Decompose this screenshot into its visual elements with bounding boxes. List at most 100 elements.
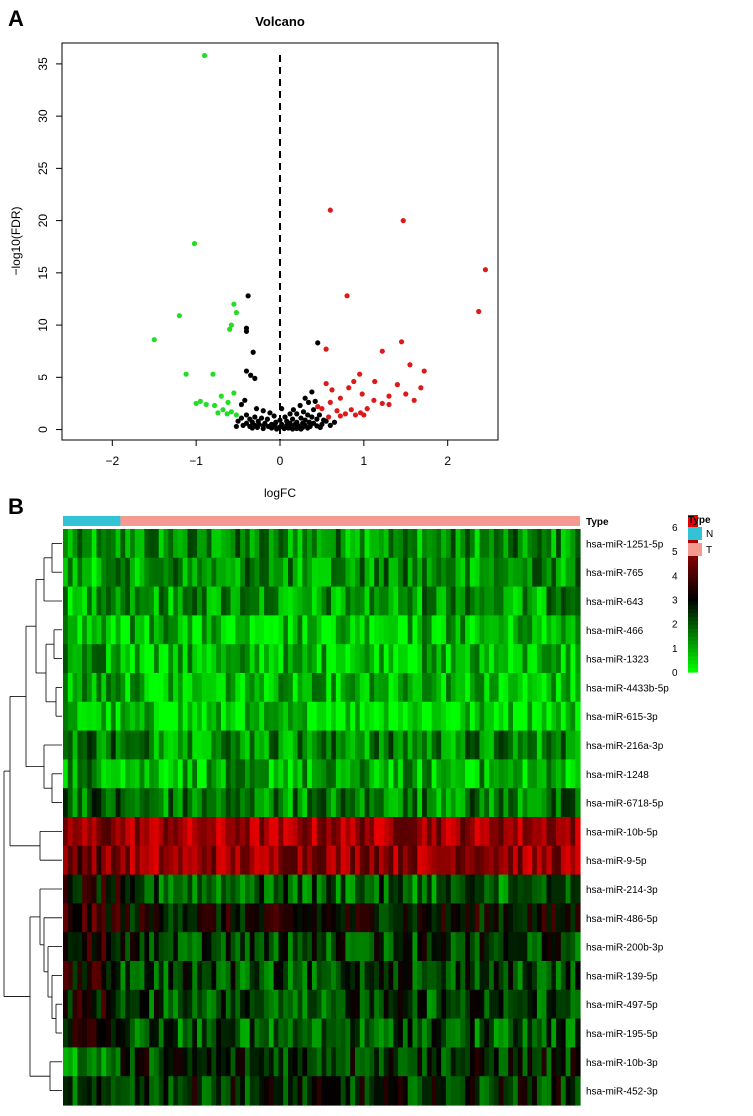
- heatmap-cell: [125, 1018, 131, 1048]
- heatmap-cell: [450, 845, 457, 876]
- heatmap-cell: [110, 874, 117, 904]
- heatmap-cell: [331, 788, 337, 818]
- heatmap-cell: [560, 961, 567, 991]
- heatmap-cell: [86, 874, 93, 904]
- heatmap-cell: [173, 529, 179, 559]
- heatmap-cell: [436, 615, 442, 645]
- heatmap-cell: [498, 557, 505, 588]
- heatmap-cell: [570, 730, 576, 760]
- heatmap-cell: [565, 529, 572, 559]
- heatmap-cell: [503, 932, 509, 962]
- heatmap-cell: [445, 730, 452, 760]
- heatmap-cell: [355, 1076, 361, 1106]
- heatmap-cell: [197, 903, 203, 933]
- heatmap-cell: [225, 989, 232, 1020]
- heatmap-cell: [445, 903, 452, 933]
- heatmap-cell: [532, 1076, 538, 1106]
- heatmap-cell: [359, 1018, 366, 1048]
- heatmap-cell: [479, 673, 485, 703]
- heatmap-cell: [197, 586, 203, 616]
- heatmap-cell: [436, 759, 442, 789]
- heatmap-cell: [326, 1076, 332, 1106]
- heatmap-cell: [110, 759, 117, 789]
- y-tick-label: 15: [36, 266, 50, 280]
- heatmap-cell: [412, 932, 418, 962]
- heatmap-cell: [72, 817, 78, 847]
- heatmap-cell: [63, 845, 69, 876]
- heatmap-cell: [326, 961, 332, 991]
- heatmap-cell: [431, 759, 437, 789]
- heatmap-cell: [455, 1047, 461, 1077]
- heatmap-cell: [575, 788, 581, 818]
- heatmap-cell: [91, 874, 98, 904]
- heatmap-cell: [211, 759, 217, 789]
- heatmap-cell: [292, 989, 299, 1020]
- heatmap-cell: [254, 673, 260, 703]
- heatmap-cell: [259, 989, 265, 1020]
- heatmap-cell: [311, 817, 318, 847]
- heatmap-cell: [570, 1076, 576, 1106]
- heatmap-cell: [158, 673, 165, 703]
- heatmap-cell: [335, 730, 342, 760]
- color-scale-swatch: [688, 538, 698, 544]
- heatmap-cell: [503, 759, 509, 789]
- heatmap-cell: [331, 903, 337, 933]
- heatmap-cell: [503, 817, 509, 847]
- heatmap-cell: [96, 903, 102, 933]
- heatmap-cell: [422, 1047, 428, 1077]
- heatmap-cell: [546, 1076, 552, 1106]
- heatmap-cell: [412, 701, 418, 732]
- heatmap-cell: [292, 932, 299, 962]
- heatmap-cell: [302, 1076, 308, 1106]
- heatmap-cell: [350, 730, 356, 760]
- heatmap-cell: [431, 1018, 437, 1048]
- heatmap-cell: [355, 759, 361, 789]
- heatmap-cell: [374, 874, 380, 904]
- heatmap-cell: [522, 529, 528, 559]
- heatmap-cell: [86, 1047, 93, 1077]
- heatmap-cell: [86, 1018, 93, 1048]
- heatmap-cell: [536, 817, 543, 847]
- heatmap-cell: [201, 1018, 208, 1048]
- heatmap-cell: [144, 845, 150, 876]
- heatmap-cell: [230, 759, 236, 789]
- heatmap-cell: [211, 989, 217, 1020]
- heatmap-cell: [91, 788, 98, 818]
- heatmap-cell: [72, 759, 78, 789]
- heatmap-cell: [153, 1076, 160, 1106]
- heatmap-cell: [331, 1076, 337, 1106]
- heatmap-cell: [426, 1018, 433, 1048]
- heatmap-cell: [422, 874, 428, 904]
- heatmap-cell: [532, 874, 538, 904]
- heatmap-cell: [532, 845, 538, 876]
- heatmap-cell: [82, 1018, 88, 1048]
- heatmap-cell: [120, 788, 126, 818]
- heatmap-cell: [374, 586, 380, 616]
- heatmap-cell: [173, 701, 179, 732]
- heatmap-cell: [192, 961, 198, 991]
- heatmap-cell: [512, 644, 519, 674]
- heatmap-cell: [484, 1047, 490, 1077]
- heatmap-cell: [383, 615, 390, 645]
- heatmap-cell: [192, 817, 198, 847]
- heatmap-cell: [158, 932, 165, 962]
- upregulated-point: [327, 399, 333, 405]
- heatmap-cell: [422, 673, 428, 703]
- heatmap-cell: [125, 845, 131, 876]
- heatmap-cell: [211, 932, 217, 962]
- heatmap-cell: [144, 1076, 150, 1106]
- downregulated-point: [225, 399, 231, 405]
- heatmap-cell: [417, 673, 423, 703]
- heatmap-cell: [450, 529, 457, 559]
- heatmap-cell: [153, 874, 160, 904]
- heatmap-cell: [77, 586, 83, 616]
- heatmap-cell: [378, 730, 385, 760]
- heatmap-cell: [86, 817, 93, 847]
- heatmap-cell: [570, 817, 576, 847]
- heatmap-cell: [82, 903, 88, 933]
- heatmap-cell: [82, 557, 88, 588]
- heatmap-cell: [426, 1047, 433, 1077]
- heatmap-cell: [259, 586, 265, 616]
- heatmap-cell: [551, 1047, 557, 1077]
- heatmap-cell: [455, 989, 461, 1020]
